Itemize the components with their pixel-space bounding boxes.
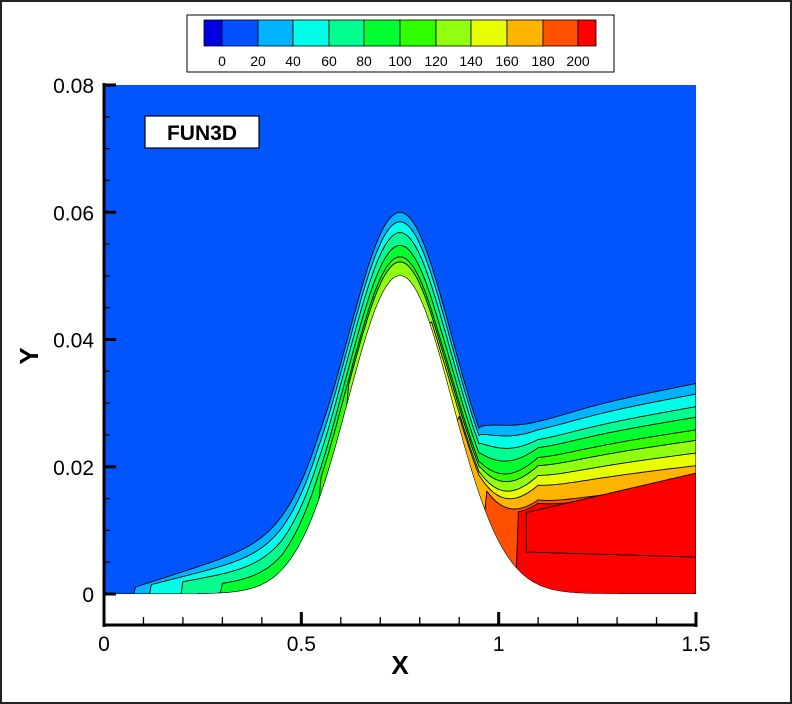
legend-label: 140: [459, 53, 483, 69]
legend-swatch: [470, 19, 508, 47]
legend-swatch: [399, 19, 437, 47]
legend-label: 160: [495, 53, 519, 69]
legend-swatch: [506, 19, 544, 47]
contour-core-200: [525, 472, 696, 558]
legend-swatch: [328, 19, 365, 47]
x-tick-label: 1: [493, 633, 505, 656]
legend-swatch: [257, 19, 294, 47]
legend-label: 200: [566, 53, 590, 69]
legend-label: 40: [285, 53, 301, 69]
color-legend: 0 20 40 60 80 100 120 140 160 180 200: [186, 14, 615, 73]
legend-swatch: [542, 19, 579, 47]
legend-swatch: [221, 19, 259, 47]
x-tick-label: 0.5: [287, 633, 316, 656]
legend-label: 60: [321, 53, 337, 69]
y-tick-label: 0.02: [53, 457, 94, 480]
legend-label: 0: [218, 53, 226, 69]
legend-swatch: [435, 19, 472, 47]
y-axis-title: Y: [14, 347, 44, 364]
x-axis-title: X: [391, 650, 409, 680]
legend-label: 180: [531, 53, 555, 69]
contour-field: [104, 85, 696, 594]
legend-swatch: [363, 19, 401, 47]
axes: 0 0.02 0.04 0.06 0.08 0 0.5 1 1.5: [53, 75, 710, 656]
y-tick-label: 0.08: [53, 75, 94, 98]
y-tick-label: 0.04: [53, 330, 94, 353]
fun3d-label-box: [144, 115, 260, 149]
fun3d-label-text: FUN3D: [167, 122, 237, 145]
x-tick-label: 1.5: [681, 633, 710, 656]
legend-swatch: [577, 19, 597, 47]
legend-label: 120: [424, 53, 448, 69]
hump-body: [104, 275, 696, 594]
legend-swatch: [203, 19, 223, 47]
legend-swatch: [292, 19, 330, 47]
x-tick-label: 0: [98, 633, 110, 656]
legend-label: 100: [388, 53, 412, 69]
legend-label: 80: [356, 53, 372, 69]
y-tick-label: 0: [82, 584, 94, 607]
fun3d-label: FUN3D: [144, 115, 260, 149]
legend-label: 20: [250, 53, 266, 69]
y-tick-label: 0.06: [53, 202, 94, 225]
